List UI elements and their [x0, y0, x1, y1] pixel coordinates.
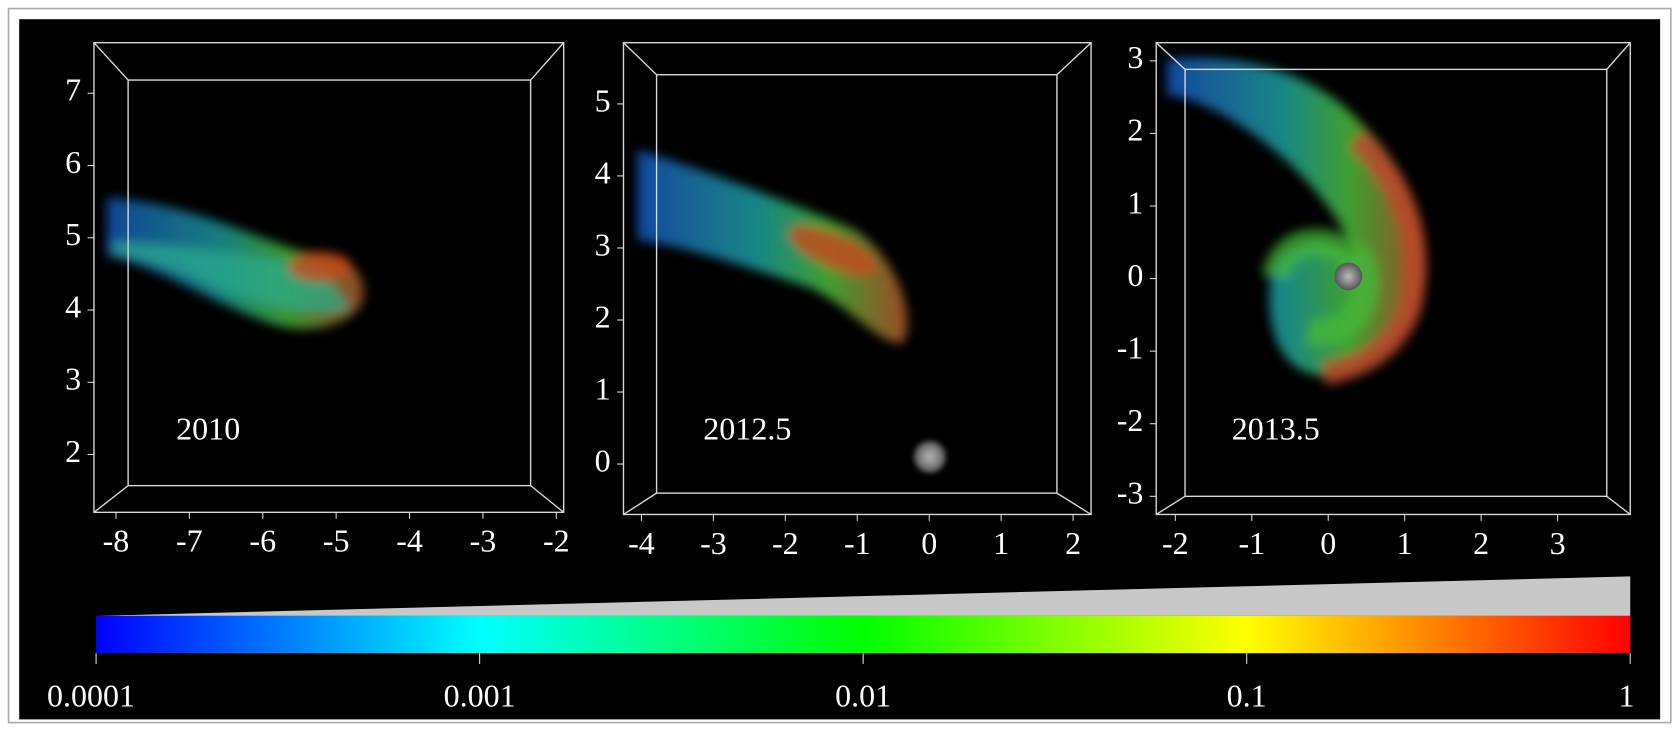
box-edge	[1606, 495, 1631, 516]
colorbar-tick-label: 1	[1618, 677, 1634, 713]
y-tick-label: 1	[595, 370, 611, 406]
y-tick-label: 5	[65, 216, 81, 252]
panel-label: 2013.5	[1232, 411, 1320, 447]
colorbar-tick-label: 0.1	[1227, 677, 1267, 713]
box-edge	[1155, 42, 1186, 70]
box-edge	[1155, 495, 1186, 516]
x-tick-label: -6	[249, 523, 276, 559]
box-edge	[1056, 42, 1092, 76]
y-tick-label: 0	[1127, 257, 1143, 293]
x-tick-label: -4	[628, 525, 655, 561]
box-front	[93, 42, 565, 514]
y-tick-label: 2	[65, 433, 81, 469]
star	[1334, 262, 1363, 291]
x-tick-label: 0	[1320, 525, 1336, 561]
panel-label: 2012.5	[703, 411, 791, 447]
y-tick-label: 3	[65, 361, 81, 397]
box-front	[622, 42, 1092, 516]
x-tick-label: -8	[103, 523, 130, 559]
y-tick-label: 5	[595, 82, 611, 118]
box-edge	[530, 42, 565, 81]
box-edge	[93, 485, 129, 513]
panel: -2 -1 0 1 2 3 -3 -2 -1 0 1 2 3 2013.5	[1117, 39, 1631, 561]
box-back	[127, 79, 532, 487]
y-tick-label: 3	[1127, 39, 1143, 75]
x-tick-label: 0	[921, 525, 937, 561]
colorbar-tick-label: 0.001	[444, 677, 516, 713]
x-tick-label: 2	[1473, 525, 1489, 561]
plume-2012-5	[637, 149, 908, 344]
plume-2010	[106, 197, 364, 329]
y-tick-label: 4	[65, 288, 81, 324]
x-tick-label: -2	[1162, 525, 1189, 561]
x-tick-label: -1	[1238, 525, 1265, 561]
colorbar-wedge	[96, 576, 1631, 616]
panel: -4 -3 -2 -1 0 1 2 0 1 2 3 4 5 2012.5	[595, 42, 1092, 561]
x-tick-label: -5	[323, 523, 350, 559]
box-edge	[530, 485, 565, 513]
plume-2013-5	[1166, 57, 1427, 386]
x-tick-label: -4	[396, 523, 423, 559]
box-back	[1184, 68, 1608, 498]
x-tick-label: 2	[1065, 525, 1081, 561]
x-tick-label: -7	[176, 523, 203, 559]
colorbar-tick-label: 0.01	[835, 677, 891, 713]
x-tick-label: 1	[1397, 525, 1413, 561]
box-back	[655, 74, 1058, 494]
y-tick-label: -3	[1117, 475, 1144, 511]
y-tick-label: 6	[65, 144, 81, 180]
y-tick-label: 2	[595, 298, 611, 334]
colorbar-tick-label: 0.0001	[47, 677, 135, 713]
x-tick-label: -1	[844, 525, 871, 561]
y-tick-label: -1	[1117, 330, 1144, 366]
y-tick-label: 0	[595, 442, 611, 478]
panel: -8 -7 -6 -5 -4 -3 -2 2 3 4 5 6 7 2010	[65, 42, 570, 559]
colorbar	[96, 615, 1631, 654]
box-edge	[93, 42, 129, 81]
box-edge	[623, 492, 657, 516]
y-tick-label: 4	[595, 154, 611, 190]
y-tick-label: -2	[1117, 402, 1144, 438]
y-tick-label: 7	[65, 72, 81, 108]
x-tick-label: -2	[543, 523, 570, 559]
x-tick-label: -3	[700, 525, 727, 561]
box-edge	[622, 42, 658, 76]
y-tick-label: 3	[595, 226, 611, 262]
x-tick-label: 3	[1550, 525, 1566, 561]
box-edge	[1056, 492, 1092, 516]
y-tick-label: 2	[1127, 112, 1143, 148]
x-tick-label: -2	[772, 525, 799, 561]
box-edge	[1606, 42, 1631, 70]
x-tick-label: 1	[993, 525, 1009, 561]
star	[913, 440, 946, 473]
x-tick-label: -3	[470, 523, 497, 559]
panel-label: 2010	[176, 411, 240, 447]
y-tick-label: 1	[1127, 184, 1143, 220]
